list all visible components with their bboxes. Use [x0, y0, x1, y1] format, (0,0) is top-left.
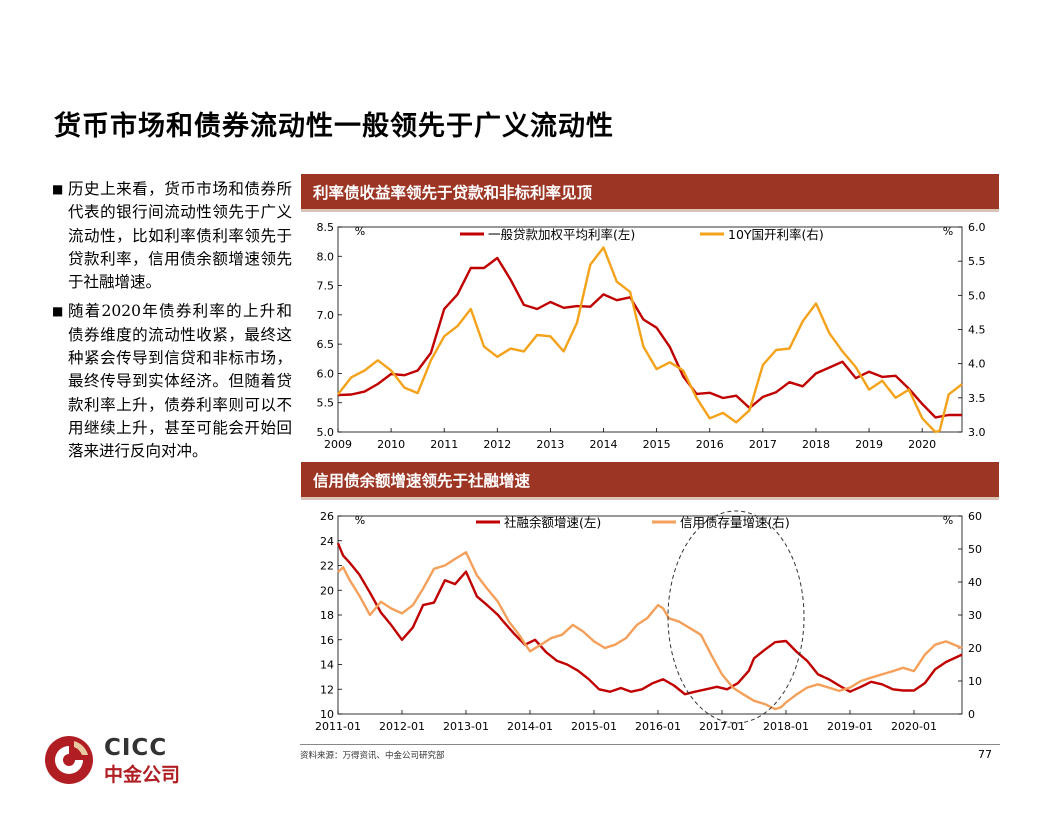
x-tick-label: 2011-01 — [315, 720, 361, 733]
logo-chinese-name: 中金公司 — [104, 764, 181, 786]
y-left-tick-label: 20 — [320, 584, 334, 597]
bullet-text: 随着2020年债券利率的上升和债券维度的流动性收紧，最终这种紧会传导到信贷和非标… — [68, 302, 292, 461]
bullet-square-icon: ■ — [52, 304, 64, 319]
y-left-tick-label: 5.5 — [317, 397, 335, 410]
plot-frame — [337, 226, 963, 433]
y-left-tick-label: 8.0 — [317, 250, 335, 263]
x-tick-label: 2010 — [377, 438, 405, 451]
bullet-text: 历史上来看，货币市场和债券所代表的银行间流动性领先于广义流动性，比如利率债利率领… — [68, 180, 292, 292]
y-right-unit-label: % — [943, 225, 953, 238]
series-line-1 — [336, 542, 963, 696]
chart2-header: 信用债余额增速领先于社融增速 — [301, 462, 999, 500]
x-tick-label: 2020-01 — [891, 720, 937, 733]
x-tick-label: 2012 — [483, 438, 511, 451]
x-tick-label: 2016-01 — [635, 720, 681, 733]
y-left-tick-label: 22 — [320, 560, 334, 573]
y-right-tick-label: 5.0 — [968, 289, 986, 302]
highlight-dashed-circle — [667, 510, 805, 724]
y-left-unit-label: % — [355, 514, 365, 527]
x-tick-label: 2020 — [908, 438, 936, 451]
y-right-unit-label: % — [943, 514, 953, 527]
footer-divider — [300, 744, 1000, 745]
bullet-list: ■ 历史上来看，货币市场和债券所代表的银行间流动性领先于广义流动性，比如利率债利… — [52, 178, 292, 470]
x-tick-label: 2014 — [590, 438, 618, 451]
y-left-unit-label: % — [355, 225, 365, 238]
page-number: 77 — [978, 748, 992, 761]
y-right-tick-label: 6.0 — [968, 221, 986, 234]
bullet-item: ■ 历史上来看，货币市场和债券所代表的银行间流动性领先于广义流动性，比如利率债利… — [52, 178, 292, 294]
x-tick-label: 2019 — [855, 438, 883, 451]
logo-wordmark: CICC — [104, 735, 168, 761]
y-left-tick-label: 18 — [320, 609, 334, 622]
x-tick-label: 2013 — [536, 438, 564, 451]
x-tick-label: 2017 — [749, 438, 777, 451]
x-tick-label: 2019-01 — [827, 720, 873, 733]
y-left-tick-label: 5.0 — [317, 426, 335, 439]
y-right-tick-label: 10 — [968, 675, 982, 688]
bullet-square-icon: ■ — [52, 182, 64, 196]
y-right-tick-label: 30 — [968, 609, 982, 622]
x-tick-label: 2011 — [430, 438, 458, 451]
cicc-logo-icon — [45, 736, 93, 784]
y-left-tick-label: 26 — [320, 510, 334, 523]
x-tick-label: 2014-01 — [507, 720, 553, 733]
y-right-tick-label: 4.0 — [968, 358, 986, 371]
y-right-tick-label: 60 — [968, 510, 982, 523]
series-line-1 — [337, 256, 962, 419]
y-right-tick-label: 4.5 — [968, 324, 986, 337]
y-right-tick-label: 40 — [968, 576, 982, 589]
source-note: 资料来源：万得资讯、中金公司研究部 — [300, 751, 445, 761]
series-line-2 — [337, 246, 963, 434]
y-left-tick-label: 16 — [320, 634, 334, 647]
chart1-header: 利率债收益率领先于贷款和非标利率见顶 — [301, 174, 999, 212]
y-left-tick-label: 14 — [320, 659, 334, 672]
x-tick-label: 2012-01 — [379, 720, 425, 733]
legend-label-1: 一般贷款加权平均利率(左) — [488, 227, 635, 242]
y-left-tick-label: 7.5 — [317, 280, 335, 293]
x-tick-label: 2017-01 — [699, 720, 745, 733]
bullet-item: ■ 随着2020年债券利率的上升和债券维度的流动性收紧，最终这种紧会传导到信贷和… — [52, 300, 292, 463]
y-right-tick-label: 3.5 — [968, 392, 986, 405]
y-left-tick-label: 10 — [320, 708, 334, 721]
cicc-logo: CICC 中金公司 — [42, 733, 198, 787]
x-tick-label: 2015 — [643, 438, 671, 451]
y-right-tick-label: 20 — [968, 642, 982, 655]
x-tick-label: 2015-01 — [571, 720, 617, 733]
y-right-tick-label: 0 — [968, 708, 975, 721]
page-title: 货币市场和债券流动性一般领先于广义流动性 — [54, 111, 614, 142]
y-left-tick-label: 24 — [320, 535, 334, 548]
y-left-tick-label: 7.0 — [317, 309, 335, 322]
y-left-tick-label: 8.5 — [317, 221, 335, 234]
x-tick-label: 2018-01 — [763, 720, 809, 733]
chart2-credit-growth: 10 12 14 16 18 20 22 24 26 0 10 20 30 40 50 60 2011-01 20… — [315, 510, 982, 733]
legend-label-1: 社融余额增速(左) — [504, 515, 601, 530]
legend-label-2: 10Y国开利率(右) — [728, 227, 824, 242]
x-tick-label: 2013-01 — [443, 720, 489, 733]
x-tick-label: 2009 — [324, 438, 352, 451]
y-left-tick-label: 6.0 — [317, 367, 335, 380]
x-tick-label: 2018 — [802, 438, 830, 451]
y-right-tick-label: 50 — [968, 543, 982, 556]
y-right-tick-label: 3.0 — [968, 426, 986, 439]
x-tick-label: 2016 — [696, 438, 724, 451]
y-left-tick-label: 6.5 — [317, 338, 335, 351]
series-line-2 — [337, 551, 963, 711]
y-right-tick-label: 5.5 — [968, 255, 986, 268]
y-left-tick-label: 12 — [320, 683, 334, 696]
chart1-rates: 5.0 5.5 6.0 6.5 7.0 7.5 8.0 8.5 3.0 3.5 4.0 4.5 5.0 5… — [317, 221, 986, 451]
